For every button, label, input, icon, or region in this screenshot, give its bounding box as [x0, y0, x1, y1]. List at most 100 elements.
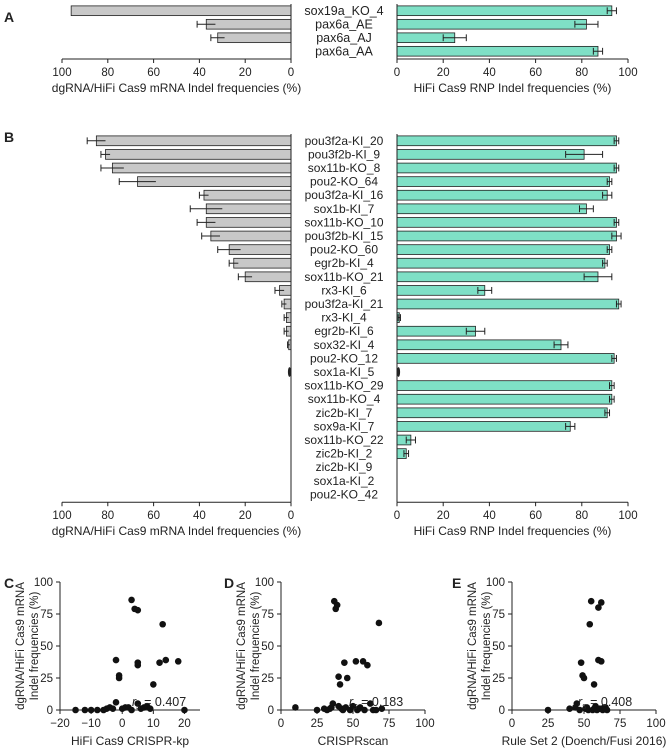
- panel-a-right-tick-label-0: 0: [394, 67, 400, 79]
- panel-b-right-bar-sox32-ki-4: [396, 339, 562, 351]
- panel-b-category-label-zic2b-ki-2: zic2b-KI_2: [316, 447, 373, 461]
- panel-b-category-label-pou3f2b-ki-9: pou3f2b-KI_9: [308, 147, 380, 161]
- panel-b-left-bar-pou3f2b-ki-9: [105, 149, 292, 160]
- panel-e-x-tick-label-100: 100: [646, 718, 665, 730]
- panel-b-left-bar-pou2-ko-64: [137, 176, 292, 187]
- panel-b-right-tick-label-40: 40: [483, 510, 496, 522]
- panel-b-category-label-pou2-ko-60: pou2-KO_60: [310, 243, 378, 257]
- panel-a-left-tick-label-80: 80: [101, 67, 114, 79]
- panel-d-point-30: [372, 706, 380, 714]
- panel-b-category-label-rx3-ki-4: rx3-KI_4: [321, 311, 367, 325]
- panel-b-right-bar-pou3f2a-ki-21: [396, 298, 620, 310]
- panel-c-point-28: [156, 659, 163, 666]
- panel-c-ylabel-line-1: dgRNA/HiFi Cas9 mRNA: [15, 582, 27, 710]
- panel-c-point-27: [150, 681, 157, 688]
- panel-b-right-tick-label-100: 100: [618, 510, 637, 522]
- panel-label-d: D: [224, 575, 234, 591]
- panel-d-point-10: [333, 601, 341, 609]
- panel-b-right-bar-sox9a-ki-7: [396, 421, 571, 432]
- panel-e-y-tick-label-25: 25: [492, 673, 505, 685]
- panel-a-left-tick-label-0: 0: [288, 67, 294, 79]
- panel-a-left-tick-label-60: 60: [147, 67, 160, 79]
- panel-e-y-tick-label-0: 0: [499, 705, 505, 717]
- panel-b-right-bar-pou3f2b-ki-15: [396, 230, 617, 242]
- panel-b-right-tick-label-20: 20: [437, 510, 450, 522]
- panel-d-point-28: [366, 700, 374, 707]
- panel-e-y-tick-label-100: 100: [486, 577, 505, 589]
- panel-b-left-tick-label-60: 60: [147, 510, 160, 522]
- panel-b-left-tick-label-100: 100: [52, 510, 71, 522]
- panel-b-category-label-sox32-ki-4: sox32-KI_4: [314, 338, 375, 352]
- panel-e-x-tick-label-25: 25: [542, 718, 555, 730]
- panel-c-x-tick-label-0: 0: [119, 718, 125, 730]
- panel-e-point-1: [544, 706, 552, 714]
- panel-b-right-bar-pou2-ko-12: [396, 353, 615, 364]
- panel-d-point-2: [313, 706, 321, 714]
- panel-e-point-2: [566, 705, 573, 713]
- panel-a-category-label-sox19a-ko-4: sox19a_KO_4: [304, 4, 383, 18]
- panel-b-right-xlabel: HiFi Cas9 RNP Indel frequencies (%): [414, 524, 612, 538]
- panel-b-category-label-pou3f2a-ki-21: pou3f2a-KI_21: [305, 297, 384, 311]
- panel-c-x-tick-label--20: −20: [50, 718, 70, 730]
- panel-b-category-label-rx3-ki-6: rx3-KI_6: [321, 283, 367, 297]
- panel-e-y-tick-label-50: 50: [492, 641, 505, 653]
- panel-a-left-tick-label-20: 20: [239, 67, 252, 79]
- panel-a-right-bar-pax6a-ae: [396, 18, 587, 30]
- panel-b-left-bar-pou3f2a-ki-16: [203, 189, 292, 201]
- panel-a-right-tick-label-40: 40: [483, 67, 496, 79]
- panel-d-y-tick-label-75: 75: [261, 609, 274, 621]
- panel-a-category-label-pax6a-aa: pax6a_AA: [315, 44, 373, 58]
- panel-b-left-tick-label-0: 0: [288, 510, 294, 522]
- panel-e-point-5: [576, 706, 583, 714]
- panel-d-rs-annotation: rs = 0.183: [349, 695, 403, 711]
- panel-c-rs-annotation: rs = 0.407: [132, 695, 186, 711]
- panel-d-y-tick-label-50: 50: [261, 641, 274, 653]
- panel-d-x-tick-label-100: 100: [415, 718, 434, 730]
- panel-d-point-31: [375, 619, 383, 627]
- panel-c-point-20: [134, 606, 142, 614]
- panel-b-category-label-pou2-ko-42: pou2-KO_42: [310, 487, 378, 501]
- panel-d-point-20: [349, 702, 357, 710]
- panel-c-point-3: [87, 706, 95, 714]
- panel-c-xlabel: HiFi Cas9 CRISPR-kp: [71, 734, 189, 748]
- panel-d-point-13: [336, 681, 344, 688]
- panel-b-left-bar-pou3f2a-ki-20: [95, 135, 292, 147]
- panel-c-point-22: [134, 659, 142, 666]
- panel-d-y-tick-label-0: 0: [268, 705, 274, 717]
- panel-b-category-label-sox11b-ko-21: sox11b-KO_21: [304, 270, 383, 284]
- panel-b-category-label-zic2b-ki-7: zic2b-KI_7: [316, 406, 373, 420]
- panel-c-point-26: [146, 705, 154, 713]
- panel-a-category-label-pax6a-ae: pax6a_AE: [315, 17, 373, 31]
- panel-c-point-2: [81, 706, 89, 714]
- panel-a-left-bar-pax6a-aj: [217, 32, 292, 44]
- panel-c-point-4: [94, 706, 101, 714]
- panel-d-point-1: [292, 704, 299, 711]
- panel-c-y-tick-label-50: 50: [40, 641, 53, 653]
- panel-d-y-tick-label-25: 25: [261, 673, 274, 685]
- panel-c-point-31: [174, 658, 182, 665]
- panel-b-category-label-pou3f2b-ki-15: pou3f2b-KI_15: [305, 229, 384, 243]
- panel-a-right-tick-label-60: 60: [529, 67, 542, 79]
- panel-b-category-label-sox1a-ki-5: sox1a-KI_5: [314, 365, 375, 379]
- panel-c-y-tick-label-0: 0: [47, 705, 53, 717]
- panel-e-ylabel-line-1: dgRNA/HiFi Cas9 mRNA: [467, 582, 479, 710]
- panel-e-point-20: [595, 604, 602, 611]
- panel-e-point-13: [587, 597, 595, 605]
- panel-d-point-7: [329, 700, 337, 707]
- panel-c-point-29: [159, 620, 166, 628]
- panel-c-point-10: [112, 656, 120, 664]
- panel-d-ylabel-line-1: dgRNA/HiFi Cas9 mRNA: [236, 582, 248, 710]
- panel-e-point-27: [603, 706, 611, 714]
- panel-d-ylabel-line-2: Indel frequencies (%): [250, 591, 262, 700]
- panel-b-right-bar-zic2b-ki-7: [396, 407, 608, 419]
- panel-e-point-8: [580, 674, 588, 682]
- panel-b-category-label-pou2-ko-12: pou2-KO_12: [310, 351, 378, 365]
- panel-c-point-8: [109, 705, 117, 713]
- panel-b-category-label-pou2-ko-64: pou2-KO_64: [310, 175, 378, 189]
- panel-b-category-label-sox1a-ki-2: sox1a-KI_2: [314, 474, 375, 488]
- panel-a-right-tick-label-80: 80: [575, 67, 588, 79]
- panel-a-right-tick-label-20: 20: [437, 67, 450, 79]
- panel-b-right-tick-label-0: 0: [394, 510, 400, 522]
- panel-b-right-bar-sox11b-ko-10: [396, 217, 617, 228]
